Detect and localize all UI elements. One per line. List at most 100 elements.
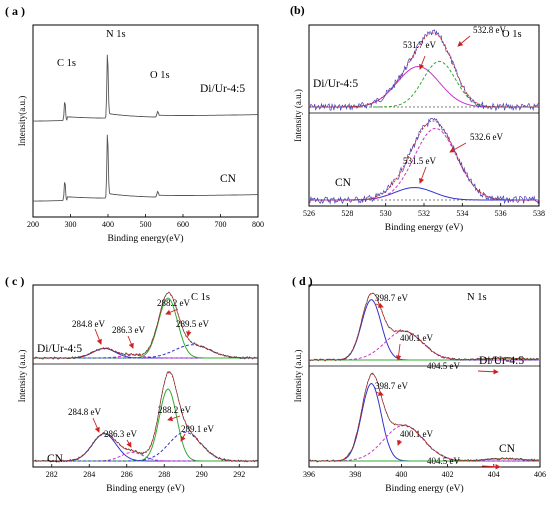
panel-a: ( a ) 200 300 400 500 600 700 800 Binding energy… bbox=[5, 4, 264, 244]
x-tick-label-c: 286 bbox=[121, 470, 133, 479]
x-tick-label-c: 282 bbox=[46, 470, 58, 479]
plot-frame-d bbox=[308, 284, 541, 468]
x-axis-label-c: Binding energy (eV) bbox=[106, 483, 184, 494]
x-axis-label-a: Binding energy(eV) bbox=[107, 233, 183, 244]
x-tick-label-d: 402 bbox=[442, 470, 454, 479]
annotation-arrow-c bbox=[186, 329, 192, 337]
series-label-d-cn: CN bbox=[499, 443, 516, 455]
peak-annotation-c: 286.3 eV bbox=[112, 325, 145, 335]
component-peak-d-diur bbox=[309, 357, 539, 361]
experimental-curve-b-cn bbox=[308, 117, 540, 205]
y-axis-label-d: Intensity (a.u.) bbox=[293, 350, 303, 403]
peak-annotation-d: 400.1 eV bbox=[400, 333, 433, 343]
x-tick-label-a: 500 bbox=[140, 220, 152, 229]
annotation-arrow-b bbox=[419, 55, 426, 70]
component-peak-c-cn bbox=[33, 388, 258, 462]
x-tick-label-c: 292 bbox=[233, 470, 245, 479]
peak-annotation-c: 284.8 eV bbox=[72, 319, 105, 329]
x-tick-label-d: 406 bbox=[534, 470, 546, 479]
panel-title-c: C 1s bbox=[191, 292, 210, 303]
panel-title-b: O 1s bbox=[502, 29, 522, 40]
x-axis-label-b: Binding energy (eV) bbox=[385, 222, 463, 233]
peak-annotation-d: 398.7 eV bbox=[375, 381, 408, 391]
x-tick-label-a: 300 bbox=[65, 220, 77, 229]
peak-annotation-c: 288.2 eV bbox=[157, 298, 190, 308]
annotation-arrow-d bbox=[397, 439, 403, 446]
peak-annotation-d: 398.7 eV bbox=[375, 293, 408, 303]
peak-annotation-c: 289.1 eV bbox=[181, 424, 214, 434]
x-tick-label-b: 532 bbox=[418, 209, 430, 218]
peak-annotation-c: 286.3 eV bbox=[104, 429, 137, 439]
peak-label-n1s: N 1s bbox=[106, 29, 126, 40]
envelope-fit-b-diur bbox=[309, 32, 539, 108]
envelope-fit-b-cn bbox=[309, 120, 539, 201]
peak-label-c1s: C 1s bbox=[57, 58, 76, 69]
x-tick-label-d: 396 bbox=[303, 470, 315, 479]
x-tick-label-b: 538 bbox=[533, 209, 545, 218]
component-peak-d-diur bbox=[309, 299, 539, 361]
panel-title-d: N 1s bbox=[467, 292, 487, 303]
annotation-arrow-d bbox=[375, 302, 384, 308]
x-tick-label-d: 398 bbox=[349, 470, 361, 479]
x-tick-label-a: 700 bbox=[215, 220, 227, 229]
x-tick-label-a: 200 bbox=[27, 220, 39, 229]
series-label-diur: Di/Ur-4:5 bbox=[200, 83, 245, 95]
annotation-arrow-b bbox=[449, 142, 467, 153]
annotation-arrow-d bbox=[481, 464, 501, 470]
peak-annotation-b: 531.7 eV bbox=[403, 40, 436, 50]
x-tick-label-a: 400 bbox=[102, 220, 114, 229]
peak-annotation-d: 404.5 eV bbox=[427, 361, 460, 371]
series-line-diur bbox=[32, 54, 258, 122]
annotation-arrow-d bbox=[477, 369, 499, 375]
plot-frame-a bbox=[32, 24, 259, 218]
y-axis-label-b: Intensity (a.u.) bbox=[293, 89, 303, 142]
x-tick-label-a: 800 bbox=[252, 220, 264, 229]
x-tick-label-b: 530 bbox=[380, 209, 392, 218]
x-tick-label-c: 288 bbox=[158, 470, 170, 479]
x-tick-label-b: 528 bbox=[341, 209, 353, 218]
peak-annotation-c: 288.2 eV bbox=[158, 405, 191, 415]
envelope-fit-c-diur bbox=[33, 292, 258, 359]
experimental-curve-c-cn bbox=[32, 370, 258, 463]
panel-c: ( c ) 282 284 286 288 290 292 Binding energy (e… bbox=[5, 274, 259, 494]
x-tick-label-b: 534 bbox=[456, 209, 468, 218]
peak-annotation-b: 532.6 eV bbox=[470, 132, 503, 142]
annotation-arrow-d bbox=[375, 390, 384, 396]
component-peak-b-cn bbox=[309, 186, 539, 201]
series-label-b-cn: CN bbox=[335, 177, 352, 189]
peak-annotation-b: 531.5 eV bbox=[403, 156, 436, 166]
annotation-arrow-c bbox=[127, 335, 134, 349]
panel-b: (b) 526 528 530 532 534 536 538 Binding energy (… bbox=[290, 3, 545, 233]
peak-annotation-c: 289.5 eV bbox=[176, 319, 209, 329]
envelope-fit-d-cn bbox=[309, 373, 539, 462]
x-tick-label-c: 284 bbox=[83, 470, 95, 479]
annotation-arrow-c bbox=[165, 308, 179, 315]
envelope-fit-d-diur bbox=[309, 292, 539, 361]
annotation-arrow-b bbox=[419, 166, 427, 184]
x-tick-label-c: 290 bbox=[196, 470, 208, 479]
series-label-d-diur: Di/Ur-4:5 bbox=[479, 355, 524, 367]
x-tick-label-b: 536 bbox=[495, 209, 507, 218]
peak-annotation-b: 532.8 eV bbox=[473, 25, 506, 35]
panel-label-d: ( d ) bbox=[292, 274, 313, 288]
envelope-fit-c-cn bbox=[33, 371, 258, 462]
component-peak-c-cn bbox=[33, 431, 258, 462]
panel-label-c: ( c ) bbox=[5, 274, 24, 288]
x-tick-label-a: 600 bbox=[177, 220, 189, 229]
series-label-c-cn: CN bbox=[47, 453, 64, 465]
series-line-cn bbox=[32, 134, 258, 202]
x-tick-label-b: 526 bbox=[303, 209, 315, 218]
annotation-arrow-d bbox=[395, 343, 402, 361]
x-axis-label-d: Binding energy (eV) bbox=[385, 483, 463, 494]
panel-label-a: ( a ) bbox=[5, 4, 25, 18]
annotation-arrow-c bbox=[180, 433, 186, 442]
annotation-arrow-b bbox=[457, 35, 471, 47]
annotation-arrow-c bbox=[126, 439, 132, 448]
x-tick-label-d: 400 bbox=[395, 470, 407, 479]
plot-frame-c bbox=[32, 284, 259, 468]
y-axis-label-a: Intensity(a.u.) bbox=[17, 96, 27, 146]
x-tick-label-d: 404 bbox=[488, 470, 500, 479]
peak-annotation-c: 284.8 eV bbox=[68, 407, 101, 417]
component-peak-b-cn bbox=[309, 127, 539, 201]
